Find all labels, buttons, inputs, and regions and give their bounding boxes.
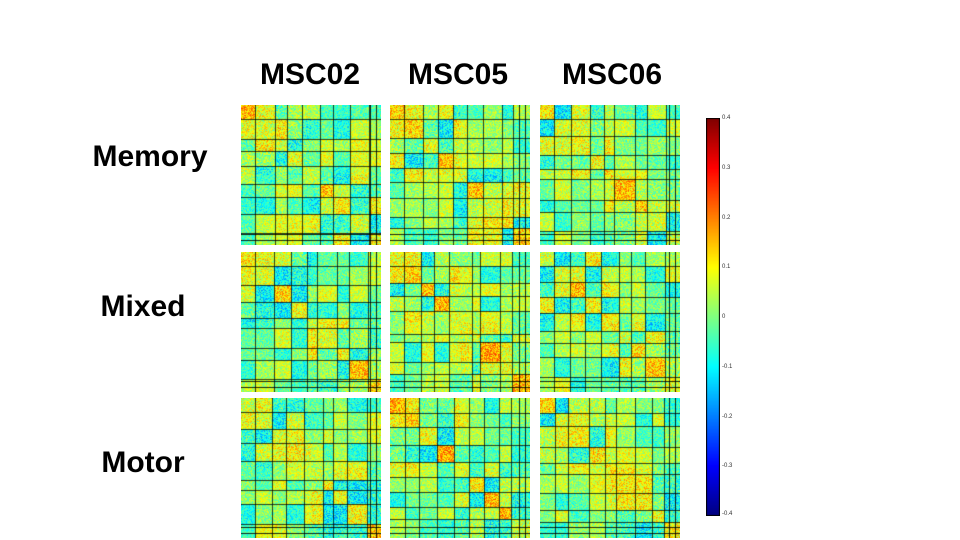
colorbar-tick-label: -0.3 xyxy=(722,463,733,470)
matrix-motor-msc05 xyxy=(390,398,530,538)
row-label-memory: Memory xyxy=(92,140,208,173)
colorbar-tick-label: -0.1 xyxy=(722,363,733,370)
matrix-motor-msc06 xyxy=(540,398,680,538)
matrix-mixed-msc02 xyxy=(241,252,381,392)
colorbar-tick-label: -0.4 xyxy=(722,511,733,517)
column-label-msc06: MSC06 xyxy=(561,58,663,91)
matrix-memory-msc02 xyxy=(241,105,381,245)
colorbar-tick-label: 0.3 xyxy=(722,164,731,171)
matrix-memory-msc05 xyxy=(390,105,530,245)
row-label-motor: Motor xyxy=(101,446,185,479)
row-label-mixed: Mixed xyxy=(100,290,186,323)
column-label-msc02: MSC02 xyxy=(259,58,361,91)
column-label-msc05: MSC05 xyxy=(407,58,509,91)
colorbar-tick-label: 0 xyxy=(722,314,726,320)
matrix-mixed-msc06 xyxy=(540,252,680,392)
colorbar-tick-label: 0.4 xyxy=(722,115,731,121)
matrix-memory-msc06 xyxy=(540,105,680,245)
colorbar-tick-label: 0.2 xyxy=(722,214,731,221)
colorbar-tick-label: -0.2 xyxy=(722,413,733,420)
matrix-motor-msc02 xyxy=(241,398,381,538)
colorbar xyxy=(706,118,720,516)
matrix-mixed-msc05 xyxy=(390,252,530,392)
colorbar-tick-label: 0.1 xyxy=(722,264,731,271)
